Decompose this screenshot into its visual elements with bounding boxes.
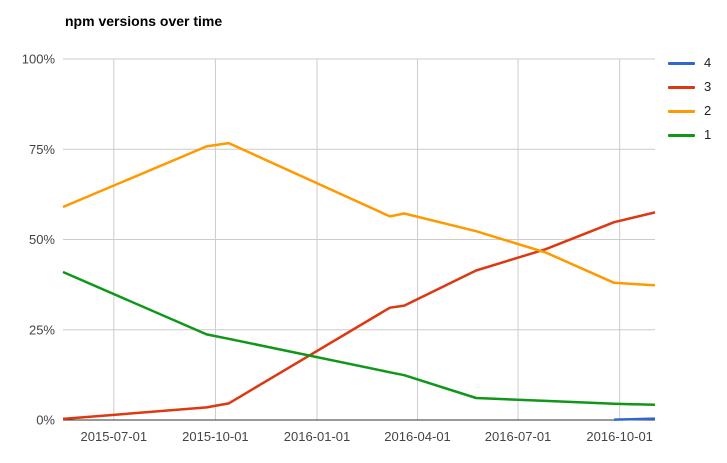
legend-item-3: 3 bbox=[668, 80, 711, 94]
legend-label-1: 1 bbox=[704, 127, 712, 142]
y-axis-tick-label: 50% bbox=[29, 232, 55, 247]
x-axis-tick-label: 2016-10-01 bbox=[586, 429, 653, 444]
legend-label-2: 2 bbox=[704, 103, 712, 118]
legend-item-1: 1 bbox=[668, 128, 711, 142]
legend-line-swatch-4 bbox=[668, 61, 695, 65]
series-line-3 bbox=[62, 211, 656, 421]
legend-label-4: 4 bbox=[704, 55, 712, 70]
legend-item-2: 2 bbox=[668, 104, 711, 118]
y-axis-tick-label: 100% bbox=[22, 52, 56, 67]
legend-line-swatch-3 bbox=[668, 85, 695, 89]
legend-line-swatch-1 bbox=[668, 133, 695, 137]
chart-title: npm versions over time bbox=[65, 13, 223, 29]
y-axis-tick-label: 25% bbox=[29, 322, 55, 337]
x-axis-tick-label: 2015-10-01 bbox=[182, 429, 249, 444]
chart-legend: 4 3 2 1 bbox=[668, 56, 711, 152]
x-axis-tick-label: 2016-01-01 bbox=[284, 429, 351, 444]
legend-label-3: 3 bbox=[704, 79, 712, 94]
legend-line-swatch-2 bbox=[668, 109, 695, 113]
legend-item-4: 4 bbox=[668, 56, 711, 70]
x-axis-tick-label: 2016-04-01 bbox=[384, 429, 451, 444]
x-axis-tick-label: 2016-07-01 bbox=[485, 429, 552, 444]
series-line-2 bbox=[62, 141, 656, 287]
series-line-1 bbox=[62, 270, 656, 407]
series-line-4 bbox=[614, 417, 656, 421]
y-axis-tick-label: 75% bbox=[29, 142, 55, 157]
x-axis-tick-label: 2015-07-01 bbox=[81, 429, 148, 444]
y-axis-tick-label: 0% bbox=[36, 413, 55, 428]
